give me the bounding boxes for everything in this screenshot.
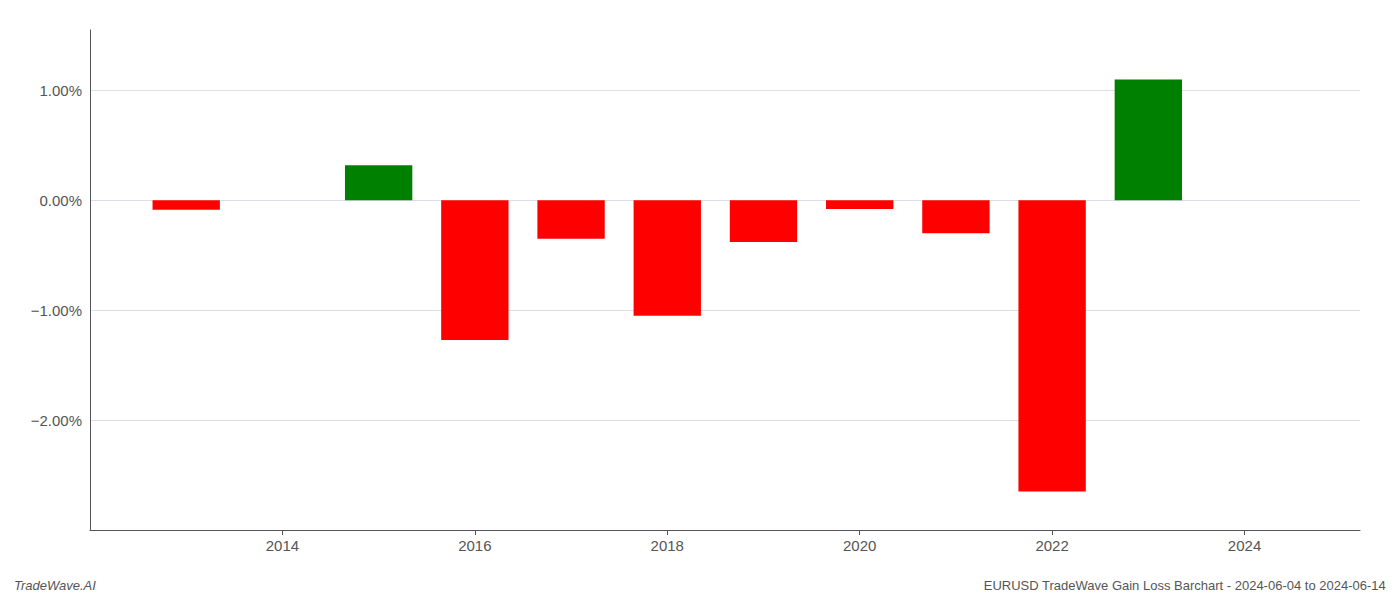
svg-text:2018: 2018 [651,537,684,554]
svg-text:2022: 2022 [1035,537,1068,554]
svg-text:−2.00%: −2.00% [31,412,82,429]
svg-text:2016: 2016 [458,537,491,554]
svg-text:2014: 2014 [266,537,299,554]
svg-text:TradeWave.AI: TradeWave.AI [14,578,96,593]
svg-text:1.00%: 1.00% [39,82,82,99]
svg-text:−1.00%: −1.00% [31,302,82,319]
svg-text:2024: 2024 [1228,537,1261,554]
svg-text:EURUSD TradeWave Gain Loss Bar: EURUSD TradeWave Gain Loss Barchart - 20… [984,578,1386,593]
svg-text:0.00%: 0.00% [39,192,82,209]
svg-text:2020: 2020 [843,537,876,554]
